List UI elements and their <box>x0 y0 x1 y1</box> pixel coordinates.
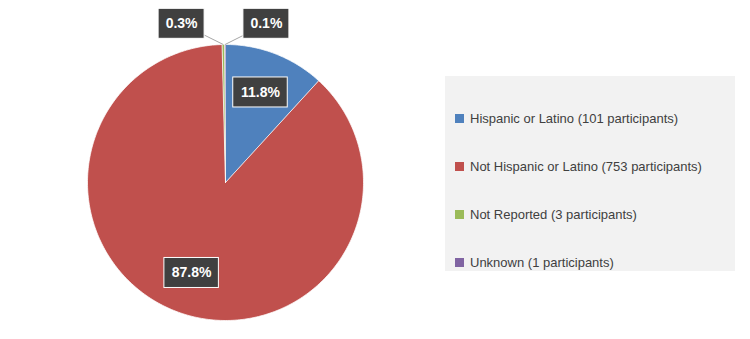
html-text:Not Reported (3 participants): Not Reported (3 participants) <box>470 206 637 222</box>
svg-text:0.3%: 0.3% <box>166 15 198 31</box>
svg-text:87.8%: 87.8% <box>172 264 212 280</box>
svg-text:11.8%: 11.8% <box>241 84 280 100</box>
html-text:Hispanic or Latino (101 partic: Hispanic or Latino (101 participants) <box>470 110 679 126</box>
html-text:Unknown (1 participants): Unknown (1 participants) <box>470 254 614 270</box>
svg-text:0.1%: 0.1% <box>250 15 282 31</box>
html-text:Not Hispanic or Latino (753 pa: Not Hispanic or Latino (753 participants… <box>470 158 702 174</box>
